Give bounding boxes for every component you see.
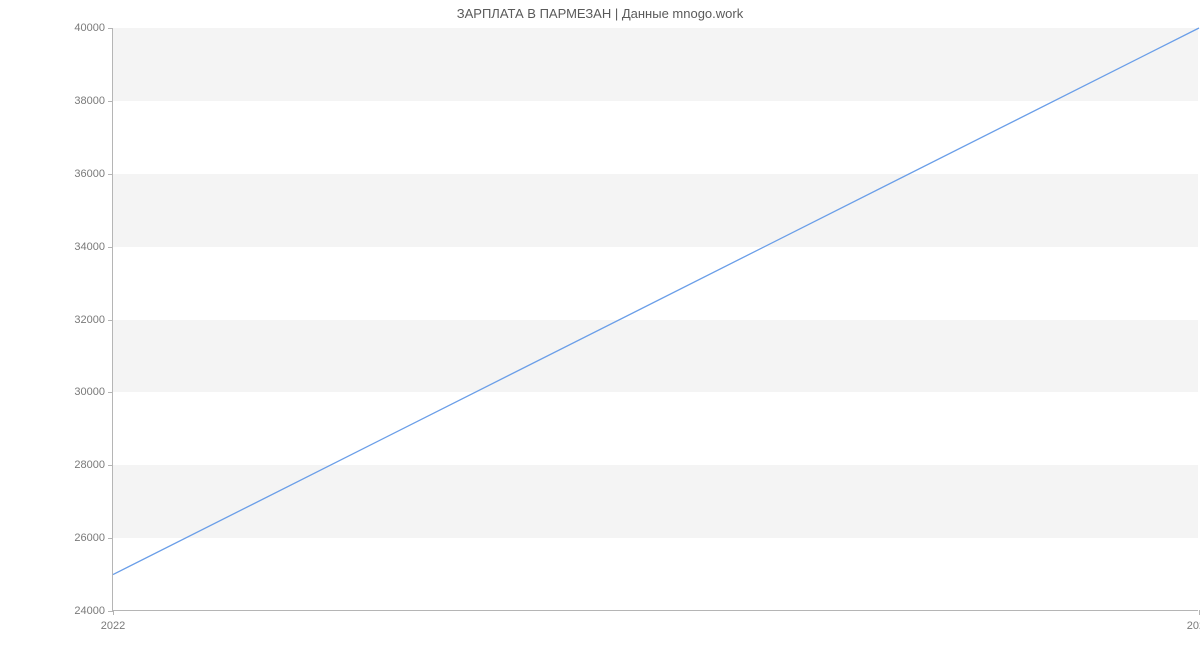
x-tick-label: 2022 — [101, 620, 125, 632]
y-tick-label: 36000 — [74, 168, 105, 180]
y-tick-label: 28000 — [74, 459, 105, 471]
chart-title: ЗАРПЛАТА В ПАРМЕЗАН | Данные mnogo.work — [0, 6, 1200, 21]
y-tick-label: 32000 — [74, 314, 105, 326]
salary-line-chart: ЗАРПЛАТА В ПАРМЕЗАН | Данные mnogo.work … — [0, 0, 1200, 650]
y-tick-label: 30000 — [74, 386, 105, 398]
series-salary — [113, 28, 1199, 575]
y-tick-label: 24000 — [74, 605, 105, 617]
y-tick-label: 38000 — [74, 95, 105, 107]
plot-area: 2400026000280003000032000340003600038000… — [112, 28, 1198, 611]
line-layer — [113, 28, 1199, 611]
y-tick-label: 26000 — [74, 532, 105, 544]
y-tick-label: 40000 — [74, 22, 105, 34]
y-tick-label: 34000 — [74, 241, 105, 253]
x-tick-label: 2023 — [1187, 620, 1200, 632]
